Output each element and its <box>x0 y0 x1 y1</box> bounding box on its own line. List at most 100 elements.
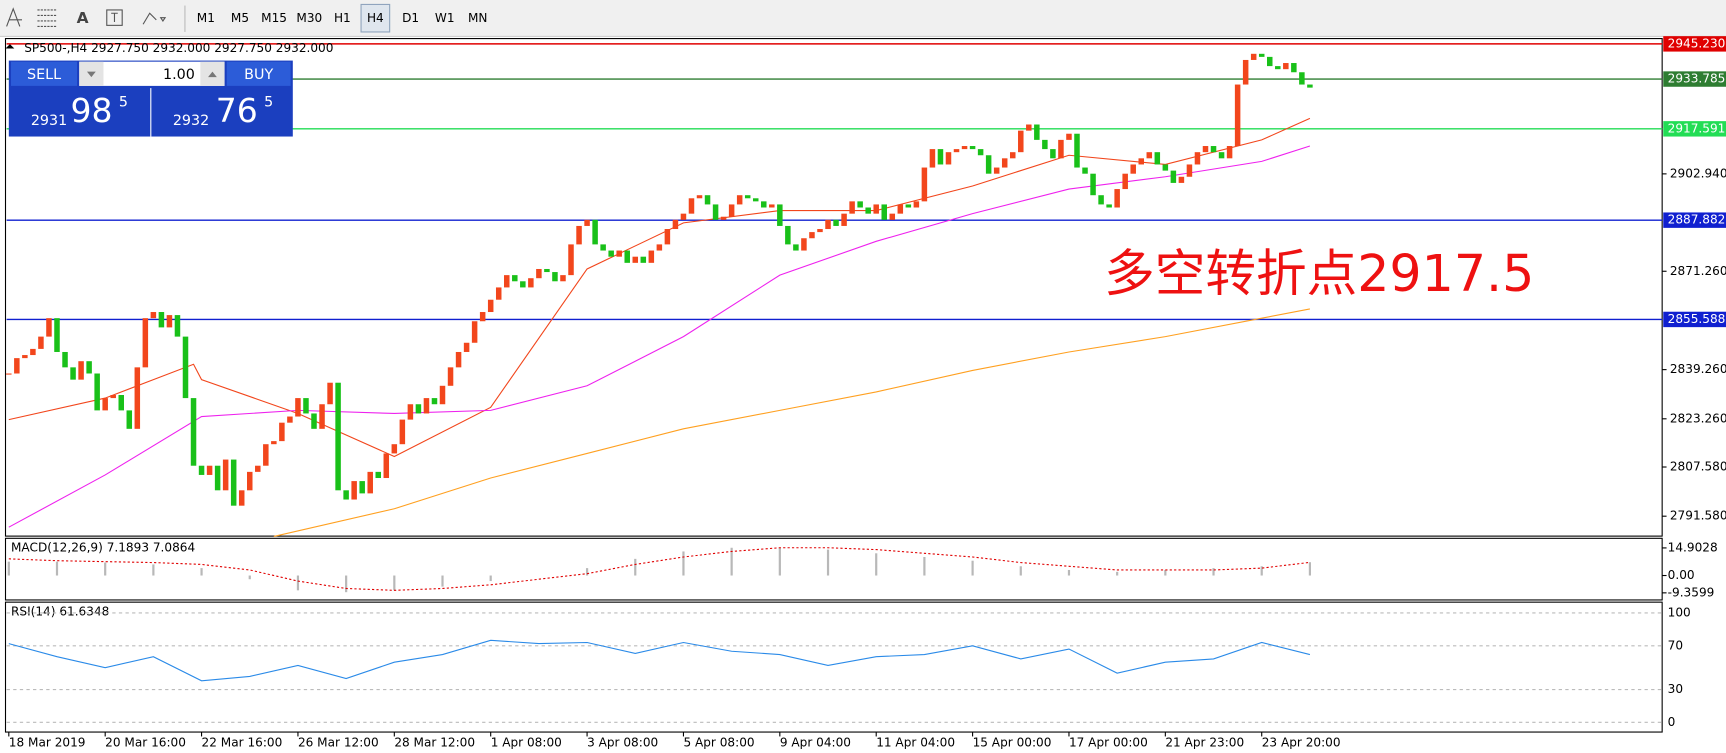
candle-body <box>263 444 269 466</box>
candle-body <box>769 204 775 208</box>
level-label-bg <box>1663 212 1726 228</box>
x-tick-label: 1 Apr 08:00 <box>491 736 562 750</box>
timeframe-button[interactable]: W1 <box>435 11 455 25</box>
x-tick-label: 3 Apr 08:00 <box>587 736 658 750</box>
candle-body <box>1154 152 1161 165</box>
font-button[interactable]: A <box>77 9 89 27</box>
candle-body <box>174 315 181 337</box>
candle-body <box>46 318 52 337</box>
candle-body <box>1074 133 1080 168</box>
candle-body <box>1258 53 1265 57</box>
sell-button[interactable] <box>11 61 78 86</box>
x-tick-label: 5 Apr 08:00 <box>683 736 754 750</box>
level-label-bg <box>1663 121 1726 137</box>
candle-body <box>905 204 912 208</box>
candle-body <box>30 348 36 356</box>
timeframe-button[interactable]: H1 <box>334 11 351 25</box>
candle-body <box>921 167 928 202</box>
candle-body <box>1194 152 1201 165</box>
bid-big[interactable]: 2931 <box>31 113 67 129</box>
candle-body <box>471 321 478 343</box>
candle-body <box>728 204 735 217</box>
sell-label[interactable]: SELL <box>27 67 61 83</box>
candle-body <box>134 367 141 429</box>
y-tick-label: 2807.580 <box>1670 460 1726 474</box>
candle-body <box>688 198 695 214</box>
candle-body <box>1218 152 1225 159</box>
candle-body <box>961 146 968 150</box>
candle-body <box>14 358 20 374</box>
candle-body <box>1009 152 1016 159</box>
candle-body <box>142 318 149 368</box>
candle-body <box>1162 164 1169 171</box>
candle-body <box>78 361 84 380</box>
candle-body <box>600 244 606 251</box>
rsi-tick-label: 70 <box>1668 638 1683 652</box>
x-tick-label: 18 Mar 2019 <box>9 736 86 750</box>
y-tick-label: 2823.260 <box>1670 411 1726 425</box>
candle-body <box>1050 149 1056 159</box>
moving-average <box>8 145 1311 528</box>
timeframe-button[interactable]: H4 <box>367 11 384 25</box>
lots-value[interactable]: 1.00 <box>163 67 195 83</box>
timeframe-button[interactable]: M1 <box>197 11 215 25</box>
candle-body <box>238 490 245 506</box>
macd-title: MACD(12,26,9) 7.1893 7.0864 <box>11 541 195 555</box>
candle-body <box>1307 84 1313 88</box>
candle-body <box>1275 66 1281 70</box>
level-label-bg <box>1663 71 1726 87</box>
price-panel <box>4 38 1663 537</box>
candle-body <box>608 250 614 257</box>
candle-body <box>817 229 823 233</box>
fibo-icon[interactable] <box>37 9 58 28</box>
candle-body <box>985 155 992 174</box>
timeframe-button[interactable]: D1 <box>402 11 419 25</box>
candle-body <box>158 312 165 328</box>
candle-body <box>945 152 952 165</box>
buy-label[interactable]: BUY <box>244 67 273 83</box>
candle-body <box>303 398 309 414</box>
macd-signal <box>8 547 1310 591</box>
candle-body <box>1018 130 1024 153</box>
ask-pips[interactable]: 76 <box>216 91 258 130</box>
candle-body <box>271 441 277 445</box>
buy-button[interactable] <box>226 61 291 86</box>
candle-body <box>327 382 333 405</box>
y-tick-label: 2791.580 <box>1670 509 1726 523</box>
timeframe-button[interactable]: MN <box>468 11 487 25</box>
candle-body <box>536 268 542 279</box>
ask-point[interactable]: 5 <box>264 94 273 110</box>
timeframe-button[interactable]: M30 <box>296 11 322 25</box>
arrows-icon[interactable] <box>142 12 167 25</box>
bid-pips[interactable]: 98 <box>70 91 112 130</box>
candle-body <box>1242 59 1249 85</box>
candle-body <box>1082 167 1088 174</box>
text-label-icon[interactable] <box>106 9 123 26</box>
line-studies-icon[interactable] <box>6 7 23 27</box>
candle-body <box>295 398 301 417</box>
candle-body <box>1001 158 1008 168</box>
candle-body <box>937 149 944 165</box>
candle-body <box>1098 195 1104 205</box>
candle-body <box>969 146 976 150</box>
candle-body <box>777 204 783 226</box>
trade-panel: SELL 1.00 BUY 2931 98 5 2932 76 5 <box>8 60 293 137</box>
candle-body <box>407 404 414 420</box>
annotation: 多空转折点2917.5 <box>1104 244 1534 303</box>
timeframe-button[interactable]: M5 <box>231 11 249 25</box>
candle-body <box>544 268 550 273</box>
candle-body <box>1210 146 1217 153</box>
active-timeframe <box>360 3 391 33</box>
candle-body <box>463 342 470 352</box>
ask-big[interactable]: 2932 <box>173 113 209 129</box>
candle-body <box>993 167 1000 174</box>
y-tick-label: 2839.260 <box>1670 362 1726 376</box>
x-tick-label: 26 Mar 12:00 <box>298 736 379 750</box>
candle-body <box>110 395 116 399</box>
timeframe-button[interactable]: M15 <box>261 11 287 25</box>
candle-body <box>1146 152 1153 159</box>
bid-point[interactable]: 5 <box>119 94 128 110</box>
candle-body <box>383 453 390 479</box>
x-tick-label: 17 Apr 00:00 <box>1069 736 1148 750</box>
candle-body <box>1283 63 1289 70</box>
